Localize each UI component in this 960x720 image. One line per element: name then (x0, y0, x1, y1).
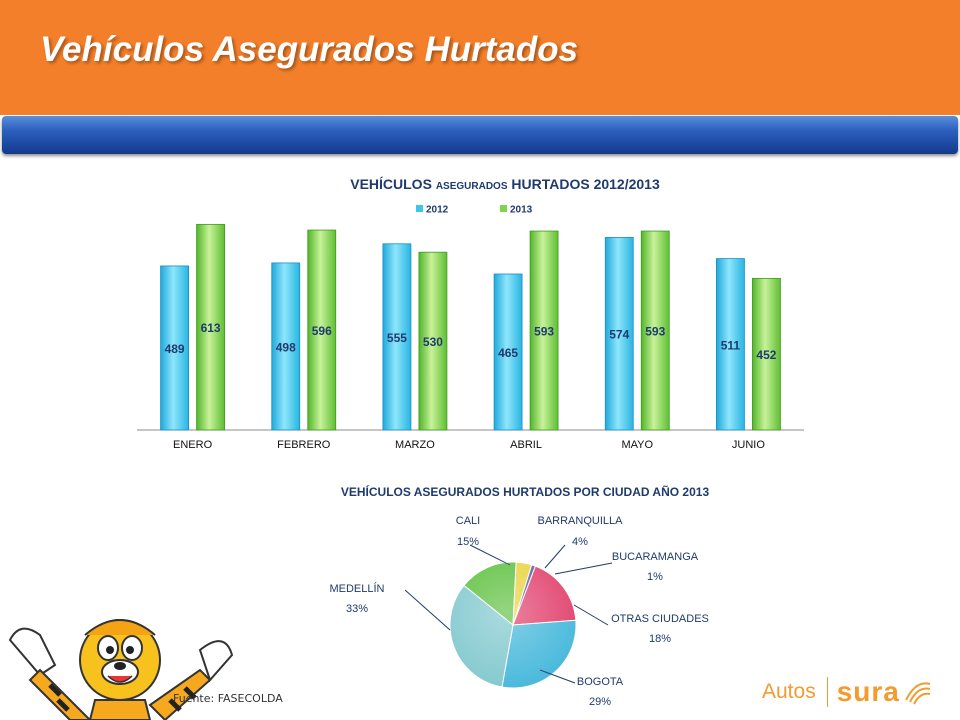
x-tick-label: JUNIO (732, 439, 765, 451)
bar-2012-enero (160, 265, 189, 431)
pie-percent: 18% (649, 633, 671, 645)
x-tick-label: MAYO (621, 439, 653, 451)
bar-2013-enero (196, 223, 225, 431)
sura-autos-logo: Autos sura (762, 672, 932, 712)
data-label: 593 (645, 325, 665, 339)
header-bar: Vehículos Asegurados Hurtados (0, 0, 960, 115)
x-tick-label: MARZO (395, 439, 435, 451)
page-title: Vehículos Asegurados Hurtados (40, 30, 579, 69)
pie-percent: 29% (589, 696, 611, 708)
data-label: 555 (387, 331, 407, 345)
bar-2012-febrero (271, 262, 301, 431)
x-tick-label: FEBRERO (277, 439, 331, 451)
pie-percent: 1% (647, 571, 663, 583)
data-label: 613 (201, 321, 221, 335)
x-tick-label: ABRIL (510, 439, 542, 451)
data-label: 489 (165, 342, 185, 356)
data-label: 511 (721, 338, 741, 352)
bar-2012-mayo (604, 237, 634, 431)
pie-label: BOGOTA (577, 676, 624, 688)
bar-2012-marzo (382, 243, 412, 431)
bar-chart: 489 613 ENERO 498 596 FEBRERO 555 530 MARZO 465 59… (137, 205, 804, 451)
bar-2013-abril (529, 230, 559, 431)
pie-label: BARRANQUILLA (538, 515, 624, 527)
legend-label: 2013 (510, 205, 533, 216)
legend-swatch-2012 (416, 205, 423, 212)
pie-chart-title: VEHÍCULOS ASEGURADOS HURTADOS POR CIUDAD… (340, 485, 710, 499)
legend-label: 2012 (426, 205, 449, 216)
pie-label: CALI (456, 515, 480, 527)
pie-percent: 4% (572, 536, 588, 548)
bar-2012-abril (493, 273, 523, 431)
pie-slice-bogota (501, 619, 577, 689)
bar-chart-title-small: ASEGURADOS (435, 181, 508, 192)
data-label: 574 (609, 328, 629, 342)
logo-autos-text: Autos (762, 680, 816, 703)
pie-label: BUCARAMANGA (612, 551, 699, 563)
leader-line (573, 604, 609, 626)
tiger-mascot-icon (8, 619, 234, 720)
data-label: 498 (276, 340, 296, 354)
data-label: 465 (498, 346, 518, 360)
bar-2013-junio (752, 277, 781, 431)
data-label: 593 (534, 325, 554, 339)
x-tick-label: ENERO (173, 439, 213, 451)
source-note: Fuente: FASECOLDA (173, 692, 283, 705)
bar-2013-mayo (640, 230, 670, 431)
bar-chart-title: VEHÍCULOS ASEGURADOS HURTADOS 2012/2013 (0, 176, 960, 192)
bar-2012-junio (716, 258, 745, 431)
pie-label: OTRAS CIUDADES (611, 613, 709, 625)
pie-percent: 33% (346, 603, 368, 615)
leader-line (469, 544, 511, 566)
data-label: 530 (423, 335, 443, 349)
bar-chart-title-rest: HURTADOS 2012/2013 (511, 176, 660, 192)
bar-chart-title-main: VEHÍCULOS (350, 176, 432, 192)
logo-separator (826, 677, 828, 707)
bar-2013-febrero (307, 229, 337, 431)
sura-wave-icon (904, 682, 931, 705)
leader-line (544, 544, 566, 569)
legend-swatch-2013 (500, 205, 507, 212)
bar-2013-marzo (418, 251, 448, 431)
leader-line (554, 562, 613, 575)
pie-label: MEDELLÍN (329, 582, 384, 595)
leader-line (404, 589, 451, 631)
pie-percent: 15% (457, 536, 479, 548)
data-label: 452 (756, 348, 776, 362)
logo-brand-text: sura (836, 676, 900, 707)
decorative-band (2, 116, 958, 154)
data-label: 596 (312, 324, 332, 338)
